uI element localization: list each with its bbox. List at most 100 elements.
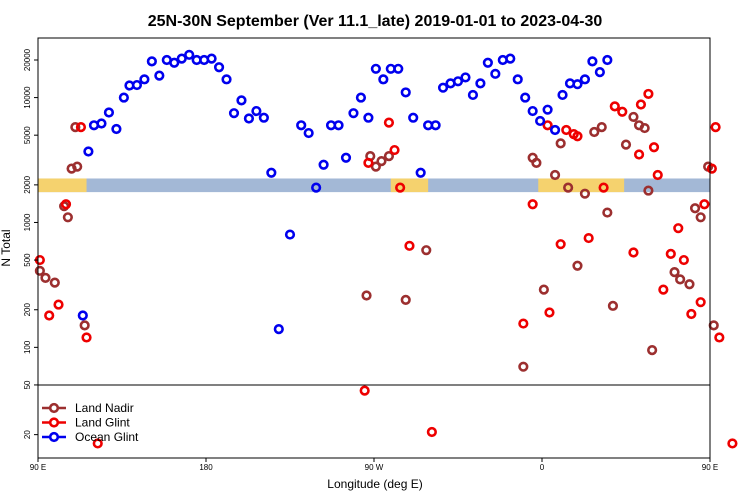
- chart-title: 25N-30N September (Ver 11.1_late) 2019-0…: [148, 13, 603, 30]
- land-band-segment: [538, 178, 625, 193]
- land-glint-point: [628, 247, 639, 258]
- ocean-glint-point: [243, 113, 255, 124]
- land-nadir-point: [49, 277, 60, 288]
- land-band-segment: [390, 178, 429, 193]
- ocean-glint-point: [370, 63, 381, 74]
- land-nadir-point: [628, 111, 639, 123]
- land-glint-point: [643, 88, 654, 100]
- land-glint-point: [598, 182, 609, 193]
- land-nadir-point: [572, 260, 583, 271]
- land-glint-point: [404, 240, 415, 251]
- land-nadir-point: [34, 265, 45, 276]
- ocean-glint-point: [303, 127, 314, 139]
- y-tick-label: 20: [23, 430, 32, 439]
- land-nadir-point: [695, 212, 706, 223]
- ocean-glint-point: [460, 72, 471, 83]
- x-tick-label: 90 E: [702, 463, 718, 472]
- land-nadir-point: [62, 212, 73, 223]
- y-axis-label: N Total: [0, 229, 13, 266]
- ocean-glint-point: [139, 74, 150, 85]
- land-glint-point: [395, 182, 406, 193]
- ocean-glint-point: [273, 323, 284, 335]
- land-glint-point: [686, 308, 697, 320]
- land-glint-point: [695, 297, 706, 308]
- land-nadir-point: [643, 185, 654, 196]
- land-nadir-point: [40, 272, 51, 283]
- ocean-glint-point: [236, 95, 247, 106]
- ocean-glint-point: [311, 182, 322, 193]
- plot-frame: [37, 37, 711, 459]
- land-nadir-point: [376, 156, 387, 167]
- y-tick-label: 500: [23, 253, 32, 267]
- ocean-glint-point: [594, 66, 605, 78]
- ocean-glint-point: [378, 74, 389, 85]
- ocean-glint-point: [318, 159, 329, 170]
- land-nadir-point: [639, 122, 650, 134]
- land-glint-point: [658, 284, 669, 295]
- land-glint-point: [572, 131, 583, 142]
- ocean-glint-point: [549, 124, 561, 136]
- land-nadir-point: [589, 126, 600, 138]
- ocean-glint-point: [103, 107, 115, 118]
- land-glint-point: [81, 332, 92, 343]
- land-nadir-point: [689, 203, 701, 214]
- ocean-glint-point: [228, 108, 240, 119]
- land-nadir-point: [538, 284, 549, 295]
- ocean-glint-point: [363, 112, 374, 123]
- land-glint-point: [92, 438, 103, 449]
- legend-marker-land-nadir: [48, 402, 60, 414]
- land-nadir-point: [383, 150, 395, 162]
- ocean-glint-point: [579, 74, 591, 85]
- land-glint-point: [633, 149, 645, 160]
- land-glint-point: [714, 332, 725, 343]
- ocean-glint-point: [520, 92, 531, 103]
- ocean-glint-point: [154, 70, 165, 81]
- ocean-glint-point: [333, 120, 344, 131]
- y-tick-label: 200: [23, 303, 32, 317]
- ocean-glint-point: [176, 53, 187, 64]
- ocean-glint-point: [96, 118, 107, 129]
- land-nadir-point: [66, 163, 77, 174]
- legend-label-ocean-glint: Ocean Glint: [75, 430, 139, 444]
- ocean-glint-point: [258, 112, 269, 123]
- ocean-glint-point: [437, 82, 449, 93]
- ocean-glint-point: [266, 167, 277, 178]
- land-glint-point: [706, 163, 717, 174]
- land-glint-point: [75, 122, 87, 133]
- ocean-glint-point: [430, 120, 441, 131]
- ocean-glint-point: [146, 56, 157, 67]
- land-glint-point: [44, 310, 55, 321]
- ocean-glint-point: [527, 105, 538, 117]
- ocean-glint-point: [348, 108, 359, 119]
- y-axis-ticks: 20 50 100 200 500 1000 2000 5000 10000 20000: [23, 48, 38, 439]
- land-nadir-point: [620, 139, 632, 150]
- land-nadir-point: [518, 361, 529, 372]
- ocean-glint-point: [77, 310, 88, 321]
- land-nadir-point: [647, 345, 658, 356]
- land-glint-point: [583, 232, 594, 244]
- land-nadir-point: [596, 122, 607, 133]
- y-tick-label: 5000: [23, 126, 32, 144]
- ocean-glint-point: [393, 63, 404, 74]
- land-nadir-point: [79, 320, 90, 331]
- y-tick-label: 50: [23, 380, 32, 389]
- land-nadir-point: [527, 152, 538, 163]
- ocean-glint-point: [572, 79, 583, 90]
- land-glint-point: [53, 299, 64, 310]
- ocean-glint-point: [475, 78, 486, 89]
- land-glint-point: [389, 144, 400, 156]
- x-axis-label: Longitude (deg E): [327, 477, 422, 491]
- ocean-glint-point: [415, 167, 426, 178]
- ocean-glint-point: [251, 105, 262, 117]
- land-glint-point: [699, 199, 710, 210]
- land-nadir-point: [684, 279, 695, 290]
- ocean-glint-point: [602, 54, 613, 66]
- ocean-glint-point: [467, 89, 479, 101]
- land-glint-point: [542, 120, 553, 131]
- land-glint-point: [359, 385, 370, 396]
- y-tick-label: 20000: [23, 48, 32, 71]
- ocean-glint-point: [400, 87, 411, 98]
- x-tick-label: 90 W: [365, 463, 384, 472]
- land-glint-point: [555, 239, 566, 250]
